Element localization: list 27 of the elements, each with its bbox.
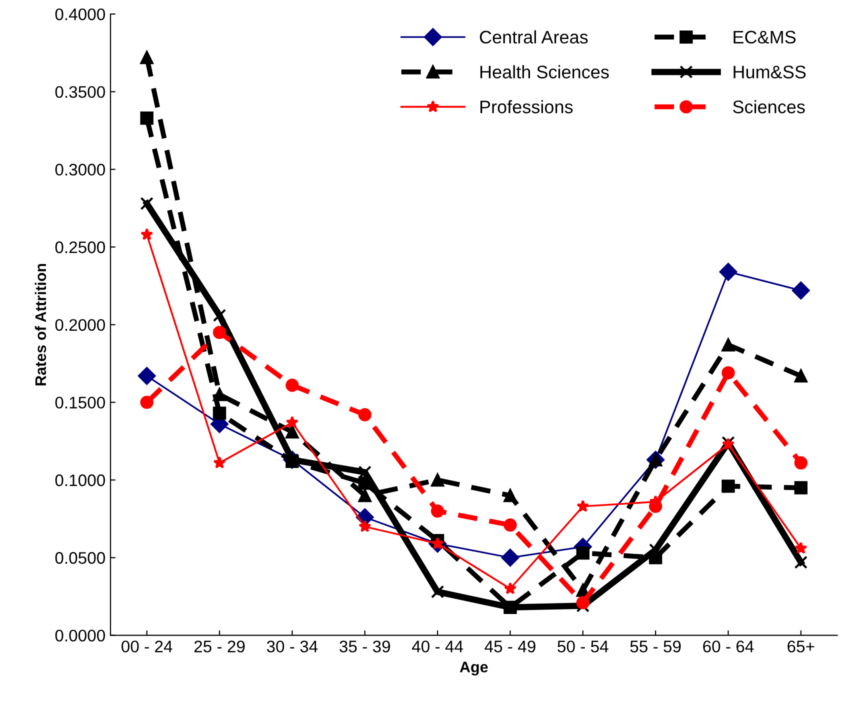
legend-label: Hum&SS	[734, 66, 806, 78]
x-tick-label: 30 - 34	[266, 640, 318, 652]
legend-label: EC&MS	[734, 30, 796, 44]
x-tick-label: 40 - 44	[412, 640, 463, 652]
x-tick-label: 25 - 29	[194, 640, 245, 652]
y-tick-label: 0.1500	[55, 396, 105, 409]
y-axis-title: Rates of Attrition	[34, 264, 46, 386]
legend-label: Health Sciences	[480, 65, 609, 78]
legend-label: Professions	[480, 100, 573, 114]
y-tick-label: 0.3500	[55, 86, 105, 98]
y-tick-label: 0.1000	[55, 474, 105, 486]
x-tick-label: 45 - 49	[484, 640, 536, 652]
y-tick-label: 0.3000	[55, 164, 105, 176]
y-tick-label: 0.0500	[55, 552, 105, 564]
x-tick-label: 65+	[788, 640, 814, 652]
x-tick-label: 50 - 54	[558, 640, 608, 652]
legend-label: Sciences	[733, 100, 805, 114]
x-tick-label: 00 - 24	[122, 640, 172, 652]
x-axis-title: Age	[460, 662, 488, 676]
y-tick-label: 0.0000	[55, 630, 105, 642]
legend-label: Central Areas	[480, 30, 588, 44]
x-tick-label: 60 - 64	[703, 640, 754, 652]
y-tick-label: 0.2500	[55, 241, 105, 254]
y-tick-label: 0.4000	[55, 8, 105, 20]
x-tick-label: 55 - 59	[630, 640, 681, 652]
y-tick-label: 0.2000	[55, 319, 105, 331]
x-tick-label: 35 - 39	[340, 640, 390, 652]
